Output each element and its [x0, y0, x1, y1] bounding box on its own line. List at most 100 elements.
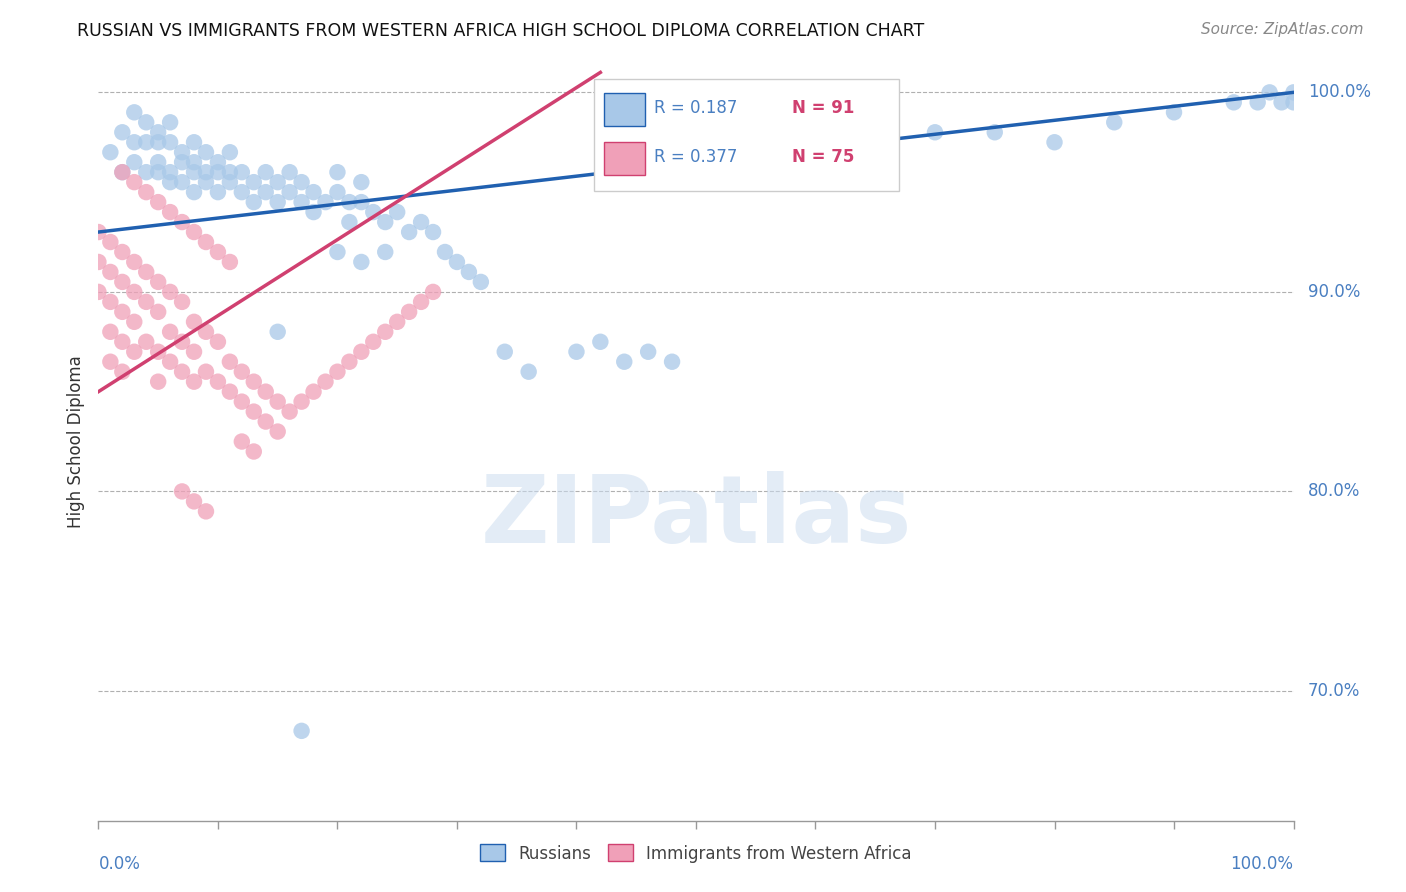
Point [98, 294, 122, 309]
Point [183, 165, 205, 179]
Point [685, 145, 707, 160]
Point [148, 344, 170, 359]
Point [195, 325, 218, 339]
Point [613, 355, 636, 369]
Point [148, 165, 170, 179]
Text: 100.0%: 100.0% [1308, 83, 1371, 102]
Point [291, 195, 314, 210]
Point [195, 145, 218, 160]
Text: N = 91: N = 91 [792, 99, 853, 117]
Point [207, 334, 229, 349]
Point [111, 165, 134, 179]
Point [124, 175, 146, 189]
Point [159, 285, 181, 299]
Point [267, 394, 290, 409]
FancyBboxPatch shape [595, 79, 900, 191]
Point [195, 235, 218, 249]
Point [278, 185, 301, 199]
Point [135, 115, 157, 129]
Point [219, 355, 242, 369]
Point [195, 175, 218, 189]
Point [254, 165, 277, 179]
Point [302, 185, 325, 199]
Point [207, 185, 229, 199]
Point [207, 375, 229, 389]
Point [291, 723, 314, 738]
Point [87, 225, 110, 239]
Point [98, 355, 122, 369]
Point [1258, 86, 1281, 100]
Point [302, 205, 325, 219]
Point [1104, 115, 1126, 129]
Point [315, 195, 337, 210]
Point [267, 325, 290, 339]
Point [148, 305, 170, 319]
Point [494, 344, 516, 359]
Point [422, 285, 444, 299]
Point [243, 444, 266, 458]
Text: 90.0%: 90.0% [1308, 283, 1360, 301]
Point [243, 175, 266, 189]
Point [183, 155, 205, 169]
Point [470, 275, 492, 289]
Y-axis label: High School Diploma: High School Diploma [66, 355, 84, 528]
Point [183, 375, 205, 389]
Point [135, 165, 157, 179]
Point [231, 185, 253, 199]
Point [374, 325, 396, 339]
Point [1271, 95, 1294, 110]
FancyBboxPatch shape [605, 142, 644, 176]
Point [231, 365, 253, 379]
Point [159, 115, 181, 129]
Point [172, 334, 194, 349]
Point [183, 494, 205, 508]
Point [148, 375, 170, 389]
Point [326, 244, 349, 259]
Point [1282, 86, 1305, 100]
Point [745, 135, 768, 149]
Point [350, 175, 373, 189]
Point [219, 165, 242, 179]
Point [195, 165, 218, 179]
Point [243, 195, 266, 210]
Point [195, 504, 218, 518]
Point [183, 185, 205, 199]
Point [315, 375, 337, 389]
Point [219, 384, 242, 399]
Point [124, 285, 146, 299]
Point [363, 334, 385, 349]
Point [984, 125, 1007, 139]
Point [422, 225, 444, 239]
Point [254, 384, 277, 399]
Point [124, 315, 146, 329]
Point [350, 195, 373, 210]
Point [124, 135, 146, 149]
Point [207, 155, 229, 169]
Point [326, 185, 349, 199]
Point [148, 195, 170, 210]
Point [302, 384, 325, 399]
Point [172, 155, 194, 169]
Point [124, 105, 146, 120]
Point [111, 365, 134, 379]
Point [1247, 95, 1270, 110]
Point [363, 205, 385, 219]
Point [1163, 105, 1185, 120]
Point [87, 255, 110, 269]
Point [183, 135, 205, 149]
Point [111, 305, 134, 319]
Text: 0.0%: 0.0% [98, 855, 141, 872]
Point [267, 425, 290, 439]
Point [207, 244, 229, 259]
Point [87, 285, 110, 299]
Point [231, 165, 253, 179]
Point [159, 135, 181, 149]
Point [661, 355, 683, 369]
Point [398, 225, 420, 239]
Point [183, 315, 205, 329]
Point [267, 175, 290, 189]
Point [135, 265, 157, 279]
Point [135, 334, 157, 349]
Point [589, 334, 612, 349]
Text: R = 0.187: R = 0.187 [654, 99, 738, 117]
